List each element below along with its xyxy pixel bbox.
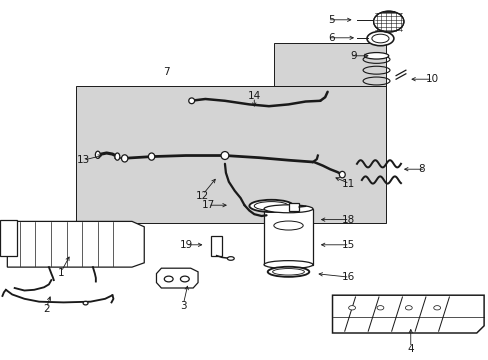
Text: 4: 4 <box>407 344 413 354</box>
Ellipse shape <box>264 205 312 213</box>
Text: 18: 18 <box>342 215 355 225</box>
Ellipse shape <box>249 200 293 212</box>
Ellipse shape <box>148 153 154 160</box>
Ellipse shape <box>115 153 120 160</box>
Polygon shape <box>7 221 144 267</box>
Ellipse shape <box>188 98 194 104</box>
Ellipse shape <box>264 261 312 269</box>
Ellipse shape <box>376 306 383 310</box>
Text: 16: 16 <box>342 272 355 282</box>
Bar <box>211 236 222 256</box>
Ellipse shape <box>83 301 88 305</box>
Ellipse shape <box>272 269 304 275</box>
Ellipse shape <box>364 53 388 59</box>
Bar <box>0 220 17 256</box>
Bar <box>273 43 386 86</box>
Ellipse shape <box>339 171 345 178</box>
Polygon shape <box>332 295 483 333</box>
Text: 19: 19 <box>180 240 193 250</box>
Text: 2: 2 <box>43 304 50 314</box>
Polygon shape <box>156 268 198 288</box>
Ellipse shape <box>267 267 309 277</box>
Ellipse shape <box>371 34 388 43</box>
Text: 15: 15 <box>342 240 355 250</box>
Text: 12: 12 <box>196 191 209 201</box>
Ellipse shape <box>95 151 100 158</box>
Ellipse shape <box>180 276 189 282</box>
Ellipse shape <box>121 155 128 162</box>
Text: 9: 9 <box>349 51 356 61</box>
Ellipse shape <box>227 257 234 260</box>
Ellipse shape <box>433 306 440 310</box>
Text: 3: 3 <box>180 301 186 311</box>
Text: 10: 10 <box>425 74 438 84</box>
Text: 8: 8 <box>417 164 424 174</box>
Bar <box>76 86 386 223</box>
Text: 7: 7 <box>163 67 169 77</box>
Ellipse shape <box>273 221 303 230</box>
Ellipse shape <box>254 202 288 210</box>
Text: 5: 5 <box>327 15 334 25</box>
Ellipse shape <box>221 152 228 159</box>
Text: 6: 6 <box>327 33 334 43</box>
Ellipse shape <box>373 11 403 32</box>
Text: 13: 13 <box>77 155 90 165</box>
Ellipse shape <box>348 306 355 310</box>
Bar <box>264 209 312 265</box>
Ellipse shape <box>164 276 173 282</box>
Bar <box>288 203 299 211</box>
Text: 1: 1 <box>58 268 64 278</box>
Text: 14: 14 <box>247 91 261 101</box>
Ellipse shape <box>405 306 411 310</box>
Text: 17: 17 <box>202 200 215 210</box>
Text: 11: 11 <box>342 179 355 189</box>
Ellipse shape <box>366 31 393 46</box>
